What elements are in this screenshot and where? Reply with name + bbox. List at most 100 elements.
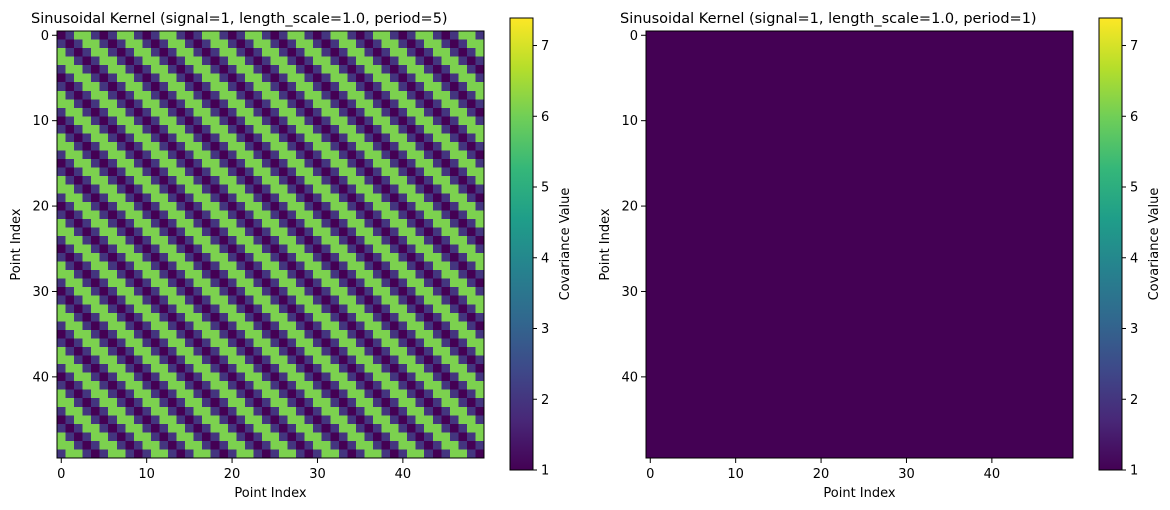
heatmap-cell xyxy=(296,423,306,433)
heatmap-cell xyxy=(227,244,237,254)
heatmap-cell xyxy=(1030,167,1040,177)
heatmap-cell xyxy=(646,227,655,237)
heatmap-cell xyxy=(688,312,698,322)
heatmap-cell xyxy=(1047,312,1057,322)
heatmap-cell xyxy=(475,381,485,391)
heatmap-cell xyxy=(953,372,963,382)
heatmap-cell xyxy=(449,449,459,459)
heatmap-cell xyxy=(765,193,775,203)
heatmap-cell xyxy=(202,364,212,373)
heatmap-cell xyxy=(987,432,997,442)
heatmap-cell xyxy=(1038,210,1048,220)
heatmap-cell xyxy=(227,73,237,83)
heatmap-cell xyxy=(338,244,348,254)
heatmap-cell xyxy=(210,406,220,416)
heatmap-cell xyxy=(876,218,886,228)
heatmap-cell xyxy=(919,235,929,245)
heatmap-cell xyxy=(979,201,988,211)
heatmap-cell xyxy=(850,321,860,331)
heatmap-cell xyxy=(65,364,75,373)
heatmap-cell xyxy=(1038,346,1048,356)
heatmap-cell xyxy=(1030,150,1040,160)
heatmap-cell xyxy=(902,423,912,433)
heatmap-cell xyxy=(244,167,254,177)
heatmap-cell xyxy=(970,261,980,271)
heatmap-cell xyxy=(236,261,246,271)
heatmap-cell xyxy=(253,159,263,168)
heatmap-cell xyxy=(774,39,783,49)
heatmap-cell xyxy=(296,372,306,382)
heatmap-cell xyxy=(57,176,66,186)
heatmap-cell xyxy=(99,287,109,297)
heatmap-cell xyxy=(731,150,741,160)
heatmap-cell xyxy=(680,65,690,75)
heatmap-cell xyxy=(799,73,809,83)
heatmap-cell xyxy=(1004,227,1014,237)
heatmap-cell xyxy=(424,253,434,262)
heatmap-cell xyxy=(1013,304,1023,314)
heatmap-cell xyxy=(927,159,937,168)
heatmap-cell xyxy=(910,295,920,305)
heatmap-cell xyxy=(953,116,963,126)
heatmap-cell xyxy=(671,210,681,220)
heatmap-cell xyxy=(364,184,374,194)
heatmap-cell xyxy=(944,227,954,237)
heatmap-cell xyxy=(996,218,1006,228)
heatmap-cell xyxy=(253,381,263,391)
heatmap-cell xyxy=(663,235,672,245)
heatmap-cell xyxy=(347,244,357,254)
heatmap-cell xyxy=(1064,107,1074,117)
heatmap-cell xyxy=(697,346,707,356)
heatmap-cell xyxy=(108,406,118,416)
heatmap-cell xyxy=(185,133,194,143)
heatmap-cell xyxy=(338,90,348,100)
heatmap-cell xyxy=(330,381,340,391)
heatmap-cell xyxy=(193,253,203,262)
heatmap-cell xyxy=(842,415,852,425)
heatmap-cell xyxy=(296,381,306,391)
heatmap-cell xyxy=(168,406,177,416)
heatmap-cell xyxy=(663,56,672,66)
heatmap-cell xyxy=(705,304,715,314)
heatmap-cell xyxy=(313,270,323,280)
heatmap-cell xyxy=(680,415,690,425)
heatmap-cell xyxy=(150,440,160,450)
heatmap-cell xyxy=(398,201,408,211)
heatmap-cell xyxy=(355,355,365,365)
heatmap-cell xyxy=(970,227,980,237)
heatmap-cell xyxy=(142,406,152,416)
heatmap-cell xyxy=(671,56,681,66)
heatmap-cell xyxy=(441,329,451,339)
heatmap-cell xyxy=(739,235,749,245)
heatmap-cell xyxy=(782,218,792,228)
heatmap-cell xyxy=(970,338,980,348)
heatmap-cell xyxy=(987,406,997,416)
heatmap-cell xyxy=(987,295,997,305)
heatmap-cell xyxy=(850,415,860,425)
heatmap-cell xyxy=(296,133,306,143)
heatmap-cell xyxy=(424,321,434,331)
heatmap-cell xyxy=(953,346,963,356)
heatmap-cell xyxy=(458,253,468,262)
heatmap-cell xyxy=(808,31,818,40)
heatmap-cell xyxy=(910,381,920,391)
heatmap-cell xyxy=(125,440,135,450)
heatmap-cell xyxy=(825,142,835,151)
heatmap-cell xyxy=(842,159,852,168)
heatmap-cell xyxy=(885,235,895,245)
heatmap-cell xyxy=(108,398,118,408)
heatmap-cell xyxy=(159,329,169,339)
heatmap-cell xyxy=(390,304,399,314)
heatmap-cell xyxy=(808,321,818,331)
heatmap-cell xyxy=(705,193,715,203)
heatmap-cell xyxy=(99,133,109,143)
heatmap-cell xyxy=(970,184,980,194)
heatmap-cell xyxy=(313,133,323,143)
heatmap-cell xyxy=(159,235,169,245)
heatmap-cell xyxy=(415,415,425,425)
heatmap-cell xyxy=(279,184,288,194)
heatmap-cell xyxy=(381,415,391,425)
heatmap-cell xyxy=(253,338,263,348)
heatmap-cell xyxy=(398,261,408,271)
heatmap-cell xyxy=(1055,381,1065,391)
